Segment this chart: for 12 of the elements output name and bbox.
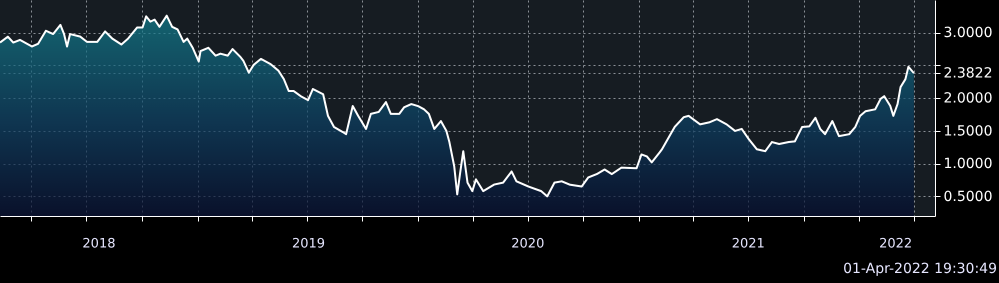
y-tick-label: 1.0000	[944, 156, 992, 172]
y-tick-label: 0.5000	[944, 188, 992, 205]
y-tick-label: 2.3822	[944, 66, 992, 82]
x-tick-label: 2020	[511, 236, 544, 252]
y-tick-label: 2.0000	[944, 90, 992, 107]
x-tick-label: 2018	[82, 236, 116, 252]
x-tick-label: 2021	[732, 236, 765, 252]
x-tick-label: 2022	[879, 236, 912, 252]
x-tick-label: 2019	[292, 236, 326, 252]
y-tick-label: 1.5000	[944, 123, 992, 140]
y-tick-label: 3.0000	[944, 25, 992, 42]
text: 01-Apr-2022 19:30:49	[843, 261, 997, 277]
